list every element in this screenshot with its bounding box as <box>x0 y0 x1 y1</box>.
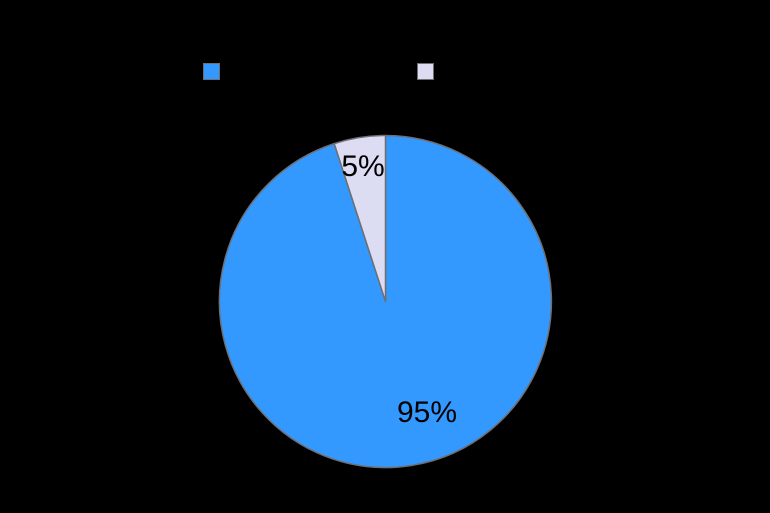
slice-label-95: 95% <box>396 396 458 429</box>
legend-swatch-series-1 <box>203 63 220 80</box>
slice-label-5: 5% <box>341 150 385 183</box>
legend <box>0 0 770 100</box>
legend-swatch-series-2 <box>417 63 434 80</box>
pie-slice-5 <box>333 134 387 303</box>
